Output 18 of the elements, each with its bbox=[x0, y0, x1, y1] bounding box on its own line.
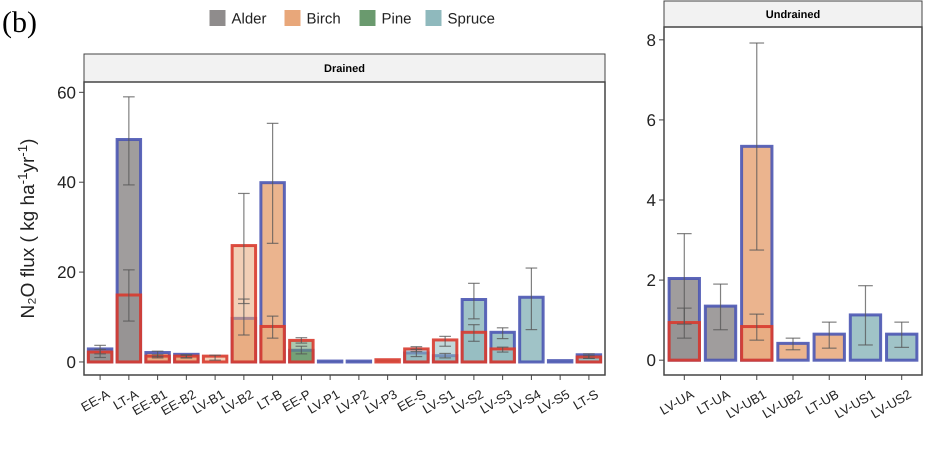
y-tick-label: 0 bbox=[646, 351, 656, 370]
y-tick-label: 40 bbox=[57, 173, 76, 192]
legend-label: Birch bbox=[306, 10, 341, 28]
y-tick-label: 20 bbox=[57, 263, 76, 282]
text: (b) bbox=[2, 6, 37, 39]
x-tick-label: EE-A bbox=[78, 386, 112, 415]
y-tick-label: 6 bbox=[646, 110, 656, 130]
y-tick-label: 60 bbox=[57, 83, 76, 102]
y-tick-label: 2 bbox=[646, 271, 656, 290]
chart-title: Undrained bbox=[766, 9, 820, 21]
x-tick-label: LT-S bbox=[570, 386, 602, 413]
y-tick-label: 0 bbox=[66, 352, 76, 372]
legend-label: Spruce bbox=[448, 10, 496, 28]
legend-label: Pine bbox=[382, 10, 412, 28]
y-tick-label: 8 bbox=[646, 30, 656, 50]
y-tick-label: 4 bbox=[646, 190, 656, 210]
chart-title: Drained bbox=[324, 63, 365, 75]
legend-label: Alder bbox=[232, 10, 267, 28]
